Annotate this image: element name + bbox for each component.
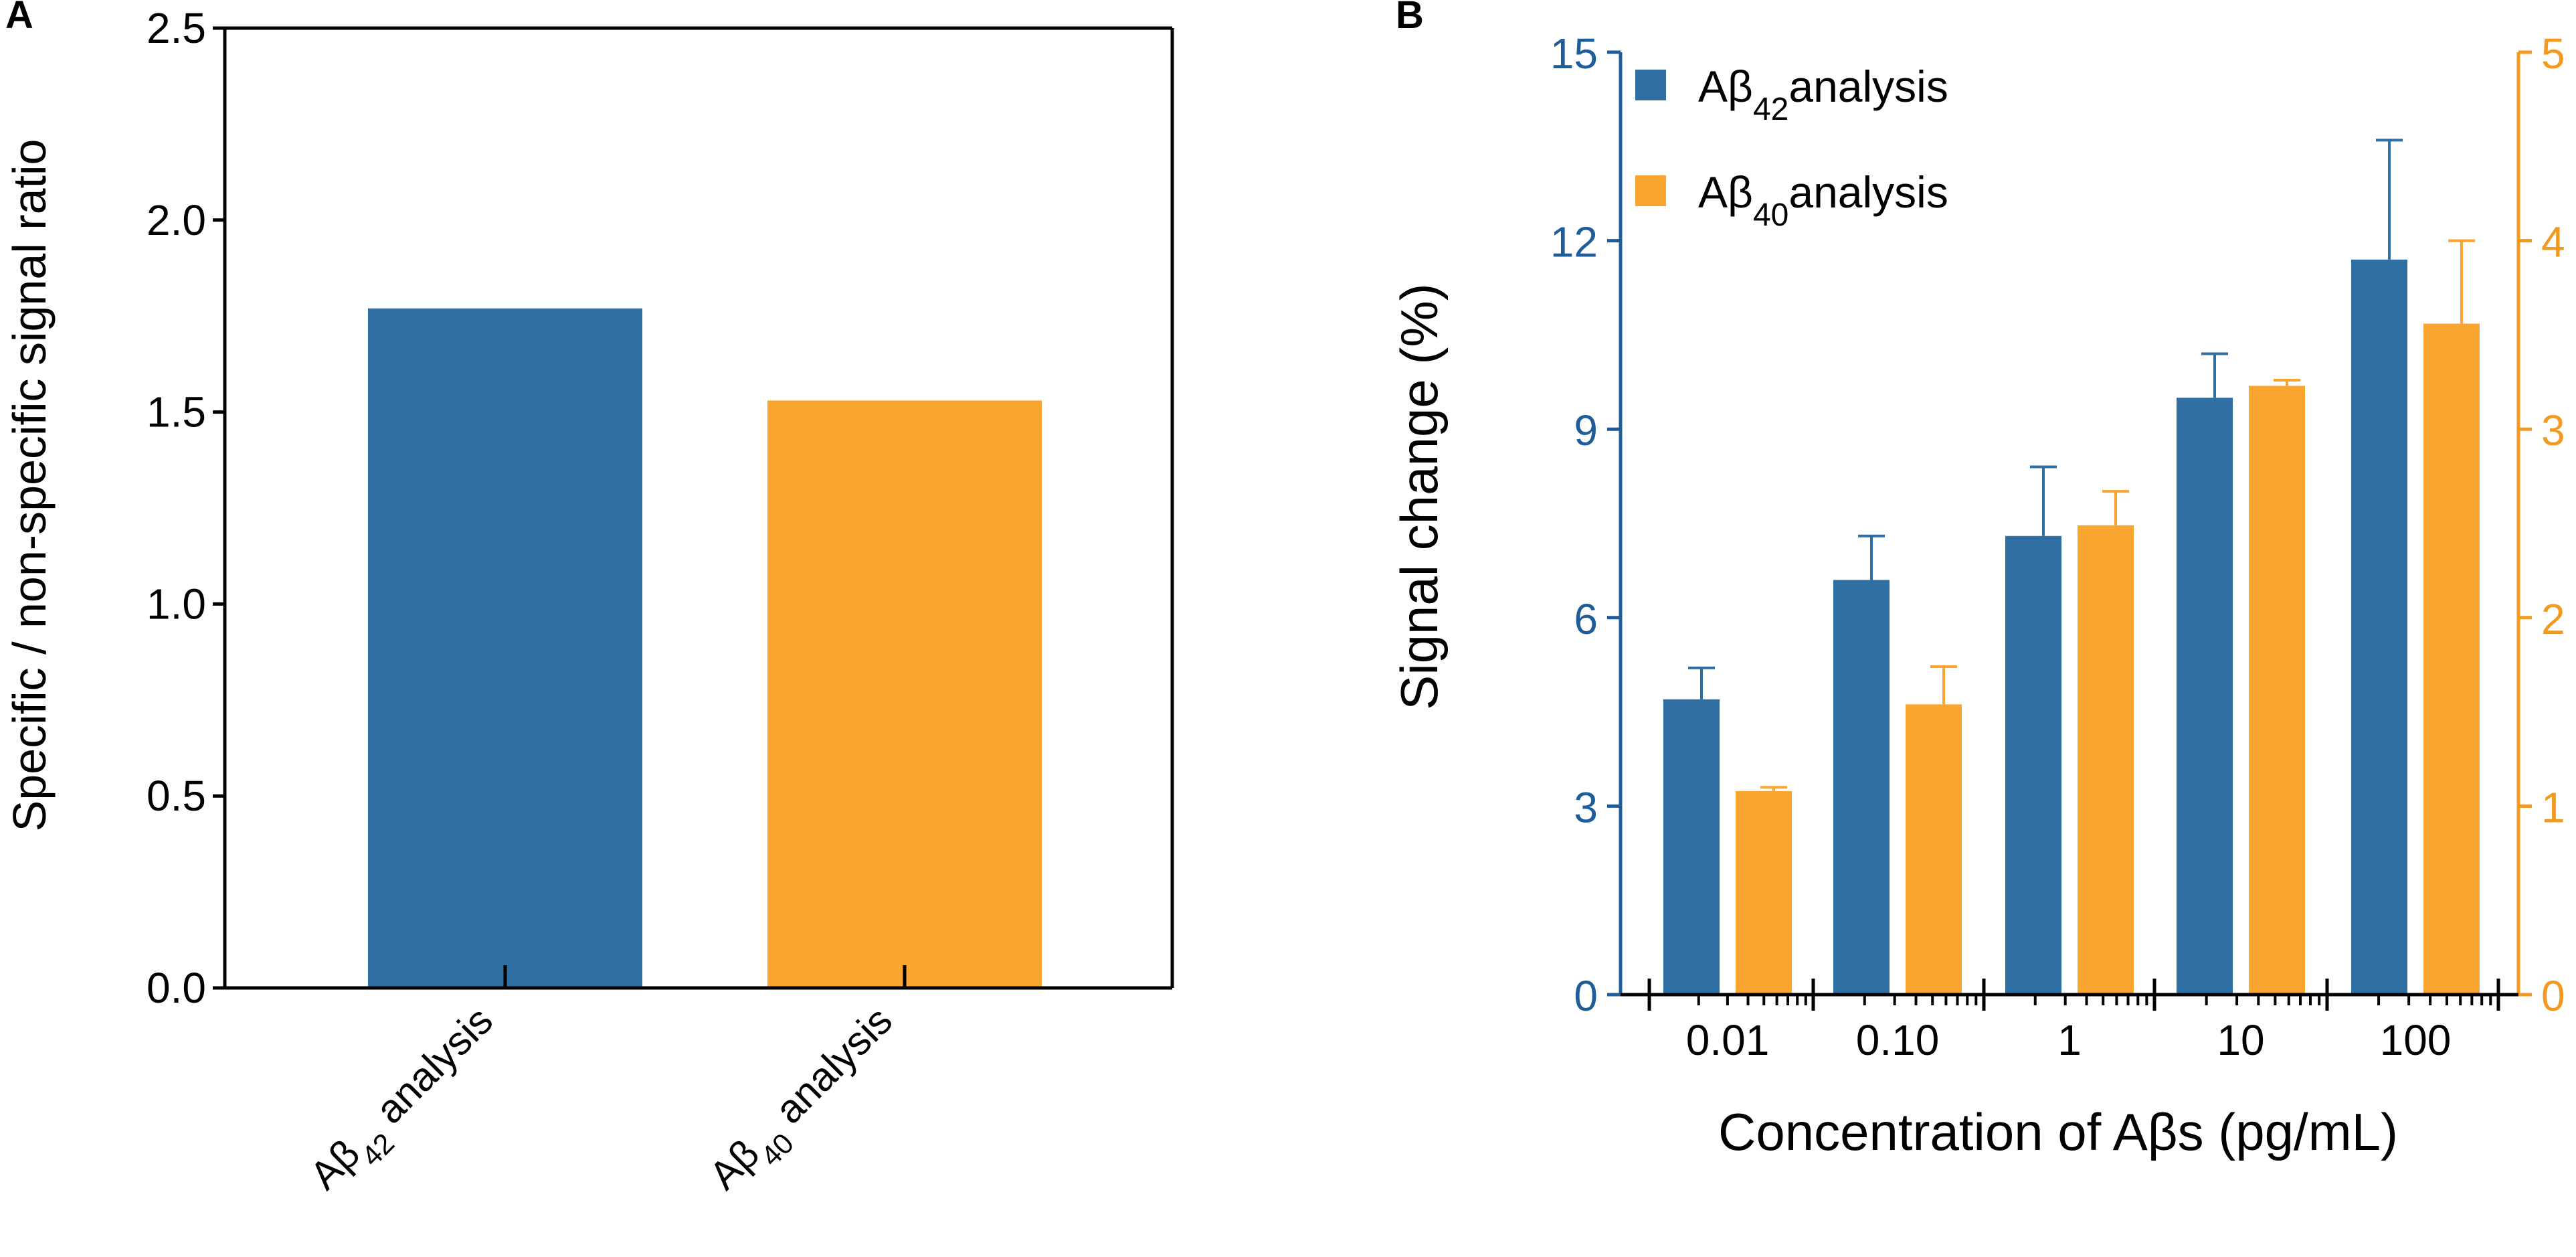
chart-a-x-tick-label: Aβ40 analysis	[701, 998, 911, 1208]
chart-b-legend-label-1-prefix: Aβ	[1698, 62, 1753, 111]
chart-b-right-y-tick-label: 5	[2541, 29, 2565, 78]
chart-b-legend-label-2: Aβ40analysis	[1698, 167, 1948, 233]
chart-b-left-y-tick-label: 12	[1550, 218, 1598, 266]
chart-b-legend-label-2-prefix: Aβ	[1698, 167, 1753, 217]
chart-a: 0.0 0.5 1.0 1.5 2.0 2.5 Aβ42 analysis Aβ40 ana…	[3, 4, 1174, 1208]
chart-b-left-y-tick-label: 0	[1574, 972, 1598, 1020]
chart-b-bar-series2-4	[2249, 386, 2305, 995]
chart-b-bars	[1663, 259, 2480, 995]
chart-b-bar-series1-3	[2005, 535, 2061, 995]
chart-a-x-tick-label-suffix: analysis	[359, 998, 501, 1140]
chart-b-legend-swatch-2	[1635, 175, 1666, 206]
chart-b-x-tick-label: 1	[2057, 1016, 2082, 1064]
chart-b-right-y-tick-label: 0	[2541, 972, 2565, 1020]
chart-a-bars	[368, 308, 1042, 988]
chart-a-x-tick-label-prefix: Aβ	[301, 1131, 368, 1198]
chart-b-error-bars	[1688, 139, 2475, 791]
chart-b-x-tick-label: 0.10	[1856, 1016, 1940, 1064]
chart-b-x-tick-label: 10	[2217, 1016, 2264, 1064]
chart-b-legend-label-2-suffix: analysis	[1788, 167, 1948, 217]
chart-b-right-y-tick-label: 1	[2541, 783, 2565, 831]
chart-b-legend-label-1-suffix: analysis	[1788, 62, 1948, 111]
chart-a-x-tick-label: Aβ42 analysis	[301, 998, 511, 1208]
chart-b-bar-series1-1	[1663, 699, 1720, 995]
chart-a-bar-1	[368, 308, 642, 988]
chart-a-y-ticks: 0.0 0.5 1.0 1.5 2.0 2.5	[147, 4, 907, 1012]
chart-a-x-tick-label-suffix: analysis	[759, 998, 901, 1140]
chart-a-bar-2	[767, 400, 1042, 988]
chart-a-y-tick-label: 1.0	[147, 580, 206, 628]
chart-b-bar-series1-2	[1833, 580, 1890, 995]
chart-a-x-tick-label-prefix: Aβ	[701, 1131, 767, 1198]
chart-a-x-tick-labels: Aβ42 analysis Aβ40 analysis	[301, 998, 911, 1208]
chart-b-bar-series2-5	[2423, 323, 2480, 995]
chart-b-left-y-tick-label: 6	[1574, 595, 1598, 643]
chart-a-y-axis-label: Specific / non-specific signal ratio	[3, 139, 56, 832]
chart-b-y-axis-label: Signal change (%)	[1390, 283, 1449, 709]
chart-b-right-y-tick-label: 4	[2541, 218, 2565, 266]
chart-a-y-tick-label: 2.0	[147, 196, 206, 244]
chart-b-legend-label-1-subscript: 42	[1753, 92, 1788, 127]
chart-b-x-tick-label: 100	[2380, 1016, 2452, 1064]
chart-b-left-y-tick-label: 3	[1574, 783, 1598, 831]
panel-label-b: B	[1396, 0, 1424, 37]
chart-b-left-y-tick-label: 9	[1574, 406, 1598, 454]
chart-a-y-tick-label: 0.5	[147, 772, 206, 820]
chart-b-bar-series1-4	[2177, 398, 2233, 995]
chart-b-x-ticks: 0.01 0.10 1 10 100	[1647, 979, 2500, 1064]
chart-b-x-axis-label: Concentration of Aβs (pg/mL)	[1718, 1102, 2398, 1161]
chart-b-right-y-tick-label: 3	[2541, 406, 2565, 454]
chart-b-legend-label-2-subscript: 40	[1753, 197, 1788, 233]
chart-b-left-y-tick-label: 15	[1550, 29, 1598, 78]
chart-b-right-y-tick-label: 2	[2541, 595, 2565, 643]
panel-label-a: A	[5, 0, 33, 37]
chart-a-y-tick-label: 2.5	[147, 4, 206, 52]
chart-b-bar-series1-5	[2351, 259, 2407, 995]
chart-a-y-tick-label: 1.5	[147, 388, 206, 436]
chart-b-legend-swatch-1	[1635, 70, 1666, 100]
chart-a-frame	[223, 26, 1174, 990]
chart-b-x-tick-label: 0.01	[1686, 1016, 1770, 1064]
chart-b-right-y-ticks: 0 1 2 3 4 5	[2518, 29, 2565, 1020]
chart-b-legend-label-1: Aβ42analysis	[1698, 62, 1948, 127]
chart-b-bar-series2-3	[2078, 525, 2134, 995]
chart-b-bar-series2-1	[1736, 790, 1792, 995]
chart-b-left-y-ticks: 0 3 6 9 12 15	[1550, 29, 1621, 1020]
chart-a-y-tick-label: 0.0	[147, 964, 206, 1012]
chart-b-axes	[1619, 52, 2520, 997]
chart-b-bar-series2-2	[1906, 704, 1962, 995]
